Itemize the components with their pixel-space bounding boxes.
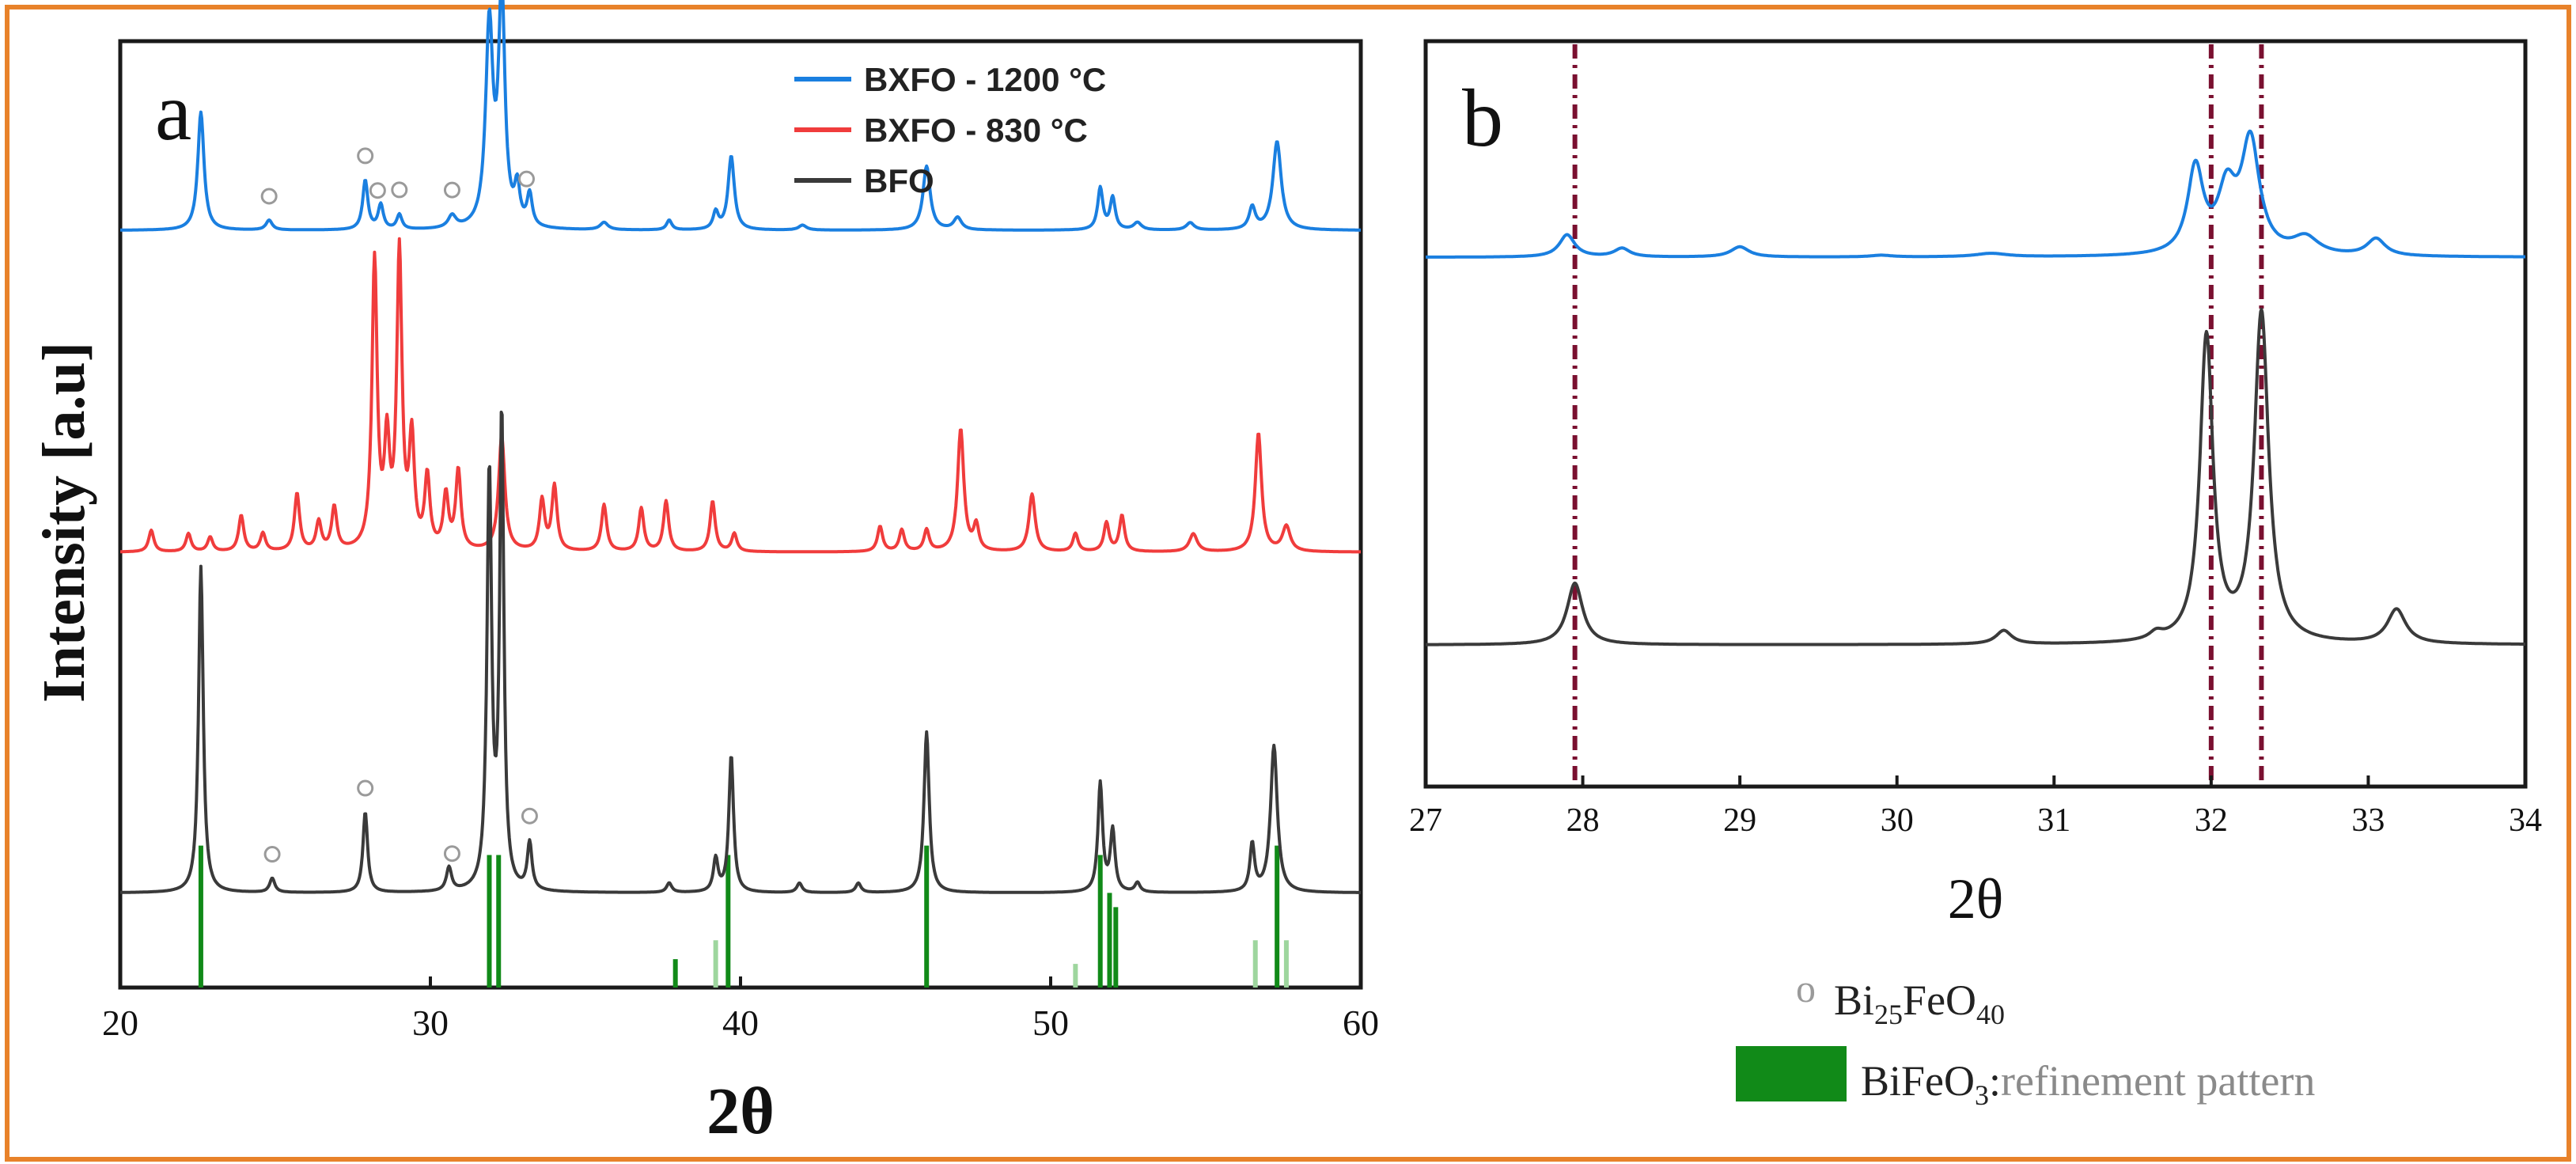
panel-b-x-axis: 27 28 29 30 31 32 33 34 xyxy=(1409,775,2542,839)
bi25feo40-marker xyxy=(518,170,536,188)
key-bifeo-sub: 3 xyxy=(1975,1079,1989,1111)
key-bifeo-desc: refinement pattern xyxy=(2001,1057,2315,1105)
key-bi25feo40-label: Bi25FeO40 xyxy=(1834,976,2005,1030)
bi25feo40-marker xyxy=(263,846,281,863)
legend-label-bxfo-830: BXFO - 830 °C xyxy=(864,112,1088,149)
x-tick-label-a-60: 60 xyxy=(1343,1003,1379,1043)
x-tick-label-b-30: 30 xyxy=(1881,802,1914,839)
bi25feo40-marker xyxy=(260,188,278,205)
bi25feo40-marker xyxy=(443,845,460,863)
bi25feo40-marker xyxy=(443,181,460,199)
series-line-a-bxfo-1200-c xyxy=(119,0,1362,232)
panel-a-axes-box xyxy=(118,39,1363,990)
key-bi25-sub1: 25 xyxy=(1874,999,1903,1030)
series-line-a-bfo xyxy=(119,410,1362,894)
x-tick-label-a-40: 40 xyxy=(722,1003,759,1043)
panel-b-series xyxy=(1425,129,2526,646)
panel-a-y-axis-title: Intensity [a.u] xyxy=(31,342,97,703)
x-tick-label-b-34: 34 xyxy=(2509,802,2542,839)
key-bifeo3-label: BiFeO3:refinement pattern xyxy=(1861,1057,2315,1111)
x-tick-label-b-31: 31 xyxy=(2037,802,2070,839)
bi25feo40-marker xyxy=(369,182,386,199)
x-tick-label-b-28: 28 xyxy=(1566,802,1600,839)
key-marker-icon: o xyxy=(1796,966,1816,1010)
bi25feo40-marker xyxy=(521,807,538,825)
bi25feo40-marker xyxy=(391,181,408,199)
bi25feo40-marker xyxy=(357,147,374,165)
panel-b-axes-box xyxy=(1423,39,2528,789)
key-refinement-swatch xyxy=(1736,1046,1847,1101)
legend-label-bfo: BFO xyxy=(864,162,934,199)
x-tick-label-a-20: 20 xyxy=(102,1003,138,1043)
series-line-b-bxfo-1200-c xyxy=(1425,129,2526,259)
phase-key: o Bi25FeO40 BiFeO3:refinement pattern xyxy=(1736,966,2315,1111)
panel-a-reference-sticks xyxy=(198,845,1289,988)
panel-b-guide-lines xyxy=(1572,44,2264,783)
panel-a-x-axis: 20 30 40 50 60 xyxy=(102,976,1379,1043)
x-tick-label-b-29: 29 xyxy=(1723,802,1756,839)
x-tick-label-a-30: 30 xyxy=(412,1003,449,1043)
x-tick-label-b-27: 27 xyxy=(1409,802,1442,839)
key-bifeo-colon: : xyxy=(1989,1057,2001,1105)
key-bi25-base: Bi xyxy=(1834,976,1874,1024)
panel-b-x-axis-title: 2θ xyxy=(1948,867,2004,931)
panel-b: 27 28 29 30 31 32 33 34 b 2θ xyxy=(1409,39,2542,931)
panel-a-series xyxy=(119,0,1362,894)
bi25feo40-marker xyxy=(357,779,374,797)
panel-a: 20 30 40 50 60 a 2θ Intensity [a.u] BXFO - 1… xyxy=(31,0,1379,1148)
panel-a-markers xyxy=(260,147,538,863)
key-bi25-sub2: 40 xyxy=(1976,999,2005,1030)
x-tick-label-b-33: 33 xyxy=(2351,802,2385,839)
x-tick-label-a-50: 50 xyxy=(1032,1003,1069,1043)
series-line-b-bfo xyxy=(1425,307,2526,646)
key-bifeo-base: BiFeO xyxy=(1861,1057,1975,1105)
series-line-a-bxfo-830-c xyxy=(119,237,1362,554)
legend-label-bxfo-1200: BXFO - 1200 °C xyxy=(864,61,1106,98)
x-tick-label-b-32: 32 xyxy=(2195,802,2228,839)
panel-a-label: a xyxy=(155,66,191,157)
legend: BXFO - 1200 °C BXFO - 830 °C BFO xyxy=(794,61,1106,199)
panel-a-x-axis-title: 2θ xyxy=(707,1075,775,1148)
key-bi25-mid: FeO xyxy=(1903,976,1976,1024)
panel-b-label: b xyxy=(1462,73,1503,164)
